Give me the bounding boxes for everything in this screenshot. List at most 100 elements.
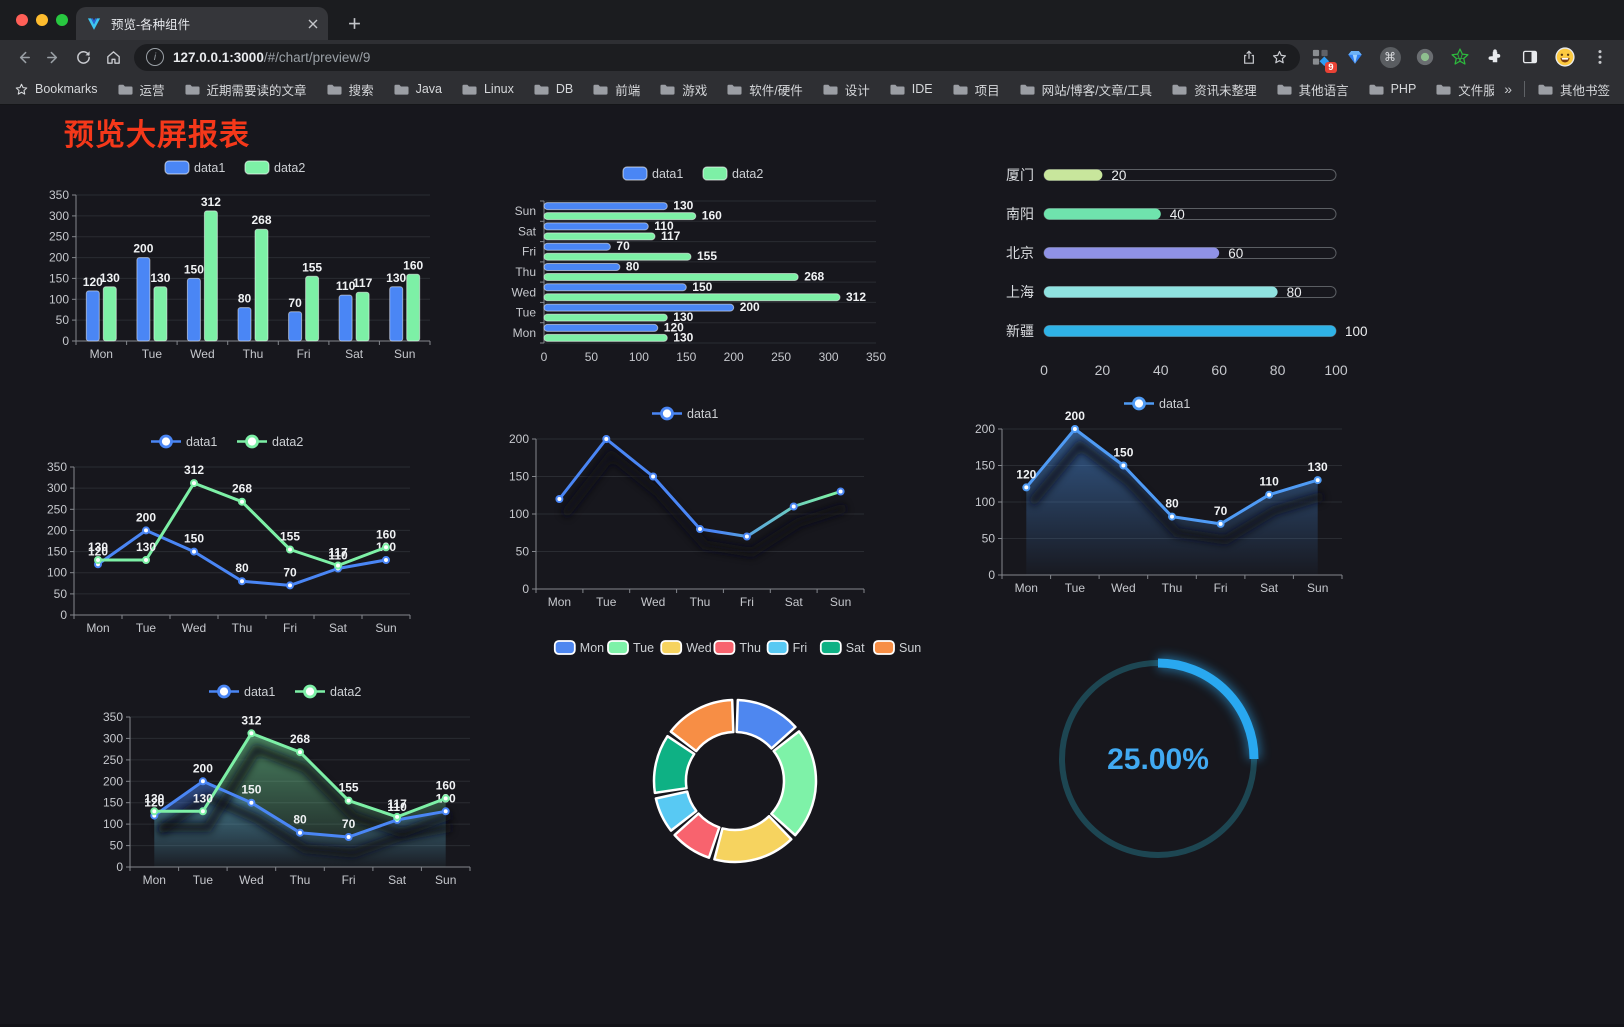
svg-text:Mon: Mon	[548, 595, 571, 609]
bookmark-item[interactable]: DB	[533, 82, 573, 97]
svg-text:200: 200	[1065, 409, 1085, 423]
bookmark-item[interactable]: Java	[393, 82, 442, 97]
menu-kebab-icon[interactable]	[1588, 45, 1612, 69]
svg-text:312: 312	[184, 463, 204, 477]
svg-text:Sun: Sun	[515, 204, 536, 218]
command-extension-icon[interactable]: ⌘	[1378, 45, 1402, 69]
bookmarks-manager-item[interactable]: Bookmarks	[14, 82, 98, 97]
bookmark-item[interactable]: IDE	[889, 82, 933, 97]
url-text[interactable]: 127.0.0.1:3000/#/chart/preview/9	[173, 50, 1232, 65]
svg-text:Thu: Thu	[515, 265, 536, 279]
recorder-extension-icon[interactable]	[1413, 45, 1437, 69]
folder-icon	[462, 84, 477, 95]
other-bookmarks[interactable]: 其他书签	[1537, 80, 1610, 99]
folder-icon	[1538, 84, 1553, 95]
svg-text:Mon: Mon	[90, 347, 113, 361]
svg-text:110: 110	[336, 279, 356, 293]
bookmark-item[interactable]: 项目	[952, 80, 1000, 99]
bookmark-item[interactable]: 搜索	[326, 80, 374, 99]
bookmark-item[interactable]: 文件服务器	[1435, 80, 1494, 99]
svg-text:Tue: Tue	[633, 641, 654, 655]
svg-text:110: 110	[328, 549, 348, 563]
bookmark-item[interactable]: 近期需要读的文章	[184, 80, 307, 99]
svg-text:0: 0	[541, 350, 548, 364]
svg-text:130: 130	[88, 540, 108, 554]
bookmark-item[interactable]: 设计	[822, 80, 870, 99]
svg-text:70: 70	[288, 296, 302, 310]
svg-text:150: 150	[676, 350, 696, 364]
svg-text:150: 150	[241, 783, 261, 797]
svg-text:130: 130	[1308, 460, 1328, 474]
bookmark-item[interactable]: 游戏	[659, 80, 707, 99]
address-bar[interactable]: i 127.0.0.1:3000/#/chart/preview/9	[134, 43, 1300, 71]
bookmark-item[interactable]: 资讯未整理	[1171, 80, 1257, 99]
bookmark-item[interactable]: 软件/硬件	[726, 80, 803, 99]
svg-text:Fri: Fri	[297, 347, 311, 361]
tampermonkey-extension-icon[interactable]: 9	[1308, 45, 1337, 73]
maximize-window-button[interactable]	[56, 14, 68, 26]
bookmark-item[interactable]: 其他语言	[1276, 80, 1349, 99]
svg-text:268: 268	[251, 213, 271, 227]
grouped-bar-chart: 0 50 100 150 200 250 300 350 Mon Tue Wed Thu Fri Sat S…	[38, 151, 438, 369]
back-button[interactable]	[8, 43, 38, 71]
svg-text:Thu: Thu	[690, 595, 711, 609]
profile-avatar-emoji[interactable]	[1553, 45, 1577, 69]
svg-text:Sun: Sun	[375, 621, 396, 635]
svg-text:Wed: Wed	[686, 641, 712, 655]
share-icon[interactable]	[1241, 49, 1257, 66]
bookmark-item[interactable]: 网站/博客/文章/工具	[1019, 80, 1152, 99]
browser-toolbar: i 127.0.0.1:3000/#/chart/preview/9 9 ⌘	[0, 40, 1624, 74]
tab-title: 预览-各种组件	[111, 18, 191, 32]
svg-text:data1: data1	[244, 685, 275, 699]
svg-text:data2: data2	[272, 435, 303, 449]
svg-text:70: 70	[616, 239, 630, 253]
sidebar-extension-icon[interactable]	[1518, 45, 1542, 69]
svg-text:Sun: Sun	[830, 595, 851, 609]
svg-text:Mon: Mon	[1015, 581, 1038, 595]
svg-text:60: 60	[1228, 246, 1243, 261]
new-tab-button[interactable]	[342, 11, 366, 35]
svg-text:Fri: Fri	[793, 641, 808, 655]
svg-text:0: 0	[116, 860, 123, 874]
minimize-window-button[interactable]	[36, 14, 48, 26]
svg-text:80: 80	[1165, 497, 1179, 511]
bookmark-item[interactable]: Linux	[461, 82, 514, 97]
horizontal-bar-chart: 0 50 100 150 200 250 300 350 Mon 120 130 Tue 200 130 W…	[500, 157, 892, 373]
svg-text:120: 120	[88, 544, 108, 558]
svg-text:Thu: Thu	[290, 873, 311, 887]
bookmark-item[interactable]: PHP	[1368, 82, 1416, 97]
svg-text:150: 150	[184, 262, 204, 276]
bookmarks-overflow-chevron[interactable]: »	[1504, 81, 1512, 97]
svg-text:110: 110	[387, 800, 407, 814]
bookmark-item[interactable]: 前端	[592, 80, 640, 99]
svg-text:80: 80	[1270, 362, 1286, 378]
folder-icon	[1369, 84, 1384, 95]
svg-text:Fri: Fri	[740, 595, 754, 609]
svg-text:200: 200	[133, 242, 153, 256]
green-star-extension-icon[interactable]	[1448, 45, 1472, 69]
home-button[interactable]	[98, 43, 128, 71]
svg-text:80: 80	[1287, 285, 1302, 300]
svg-text:Sun: Sun	[899, 641, 921, 655]
gradient-line-chart: 0 50 100 150 200 Mon Tue Wed Thu Fri Sat Sun data1	[500, 399, 876, 615]
svg-text:厦门: 厦门	[1006, 167, 1034, 183]
reload-button[interactable]	[68, 43, 98, 71]
bookmark-star-icon[interactable]	[1271, 49, 1288, 66]
svg-text:312: 312	[241, 713, 261, 727]
browser-tab[interactable]: 预览-各种组件	[76, 7, 328, 40]
svg-text:350: 350	[49, 188, 69, 202]
gem-extension-icon[interactable]	[1343, 45, 1367, 69]
puzzle-extensions-icon[interactable]	[1483, 45, 1507, 69]
forward-button[interactable]	[38, 43, 68, 71]
bookmark-item[interactable]: 运营	[117, 80, 165, 99]
svg-text:data1: data1	[1159, 397, 1190, 411]
folder-icon	[660, 84, 675, 95]
tab-close-icon[interactable]	[308, 19, 318, 29]
site-info-icon[interactable]: i	[146, 48, 164, 66]
svg-text:70: 70	[283, 565, 297, 579]
svg-text:117: 117	[353, 276, 373, 290]
svg-text:130: 130	[193, 791, 213, 805]
folder-icon	[185, 84, 200, 95]
close-window-button[interactable]	[16, 14, 28, 26]
svg-text:160: 160	[403, 258, 423, 272]
